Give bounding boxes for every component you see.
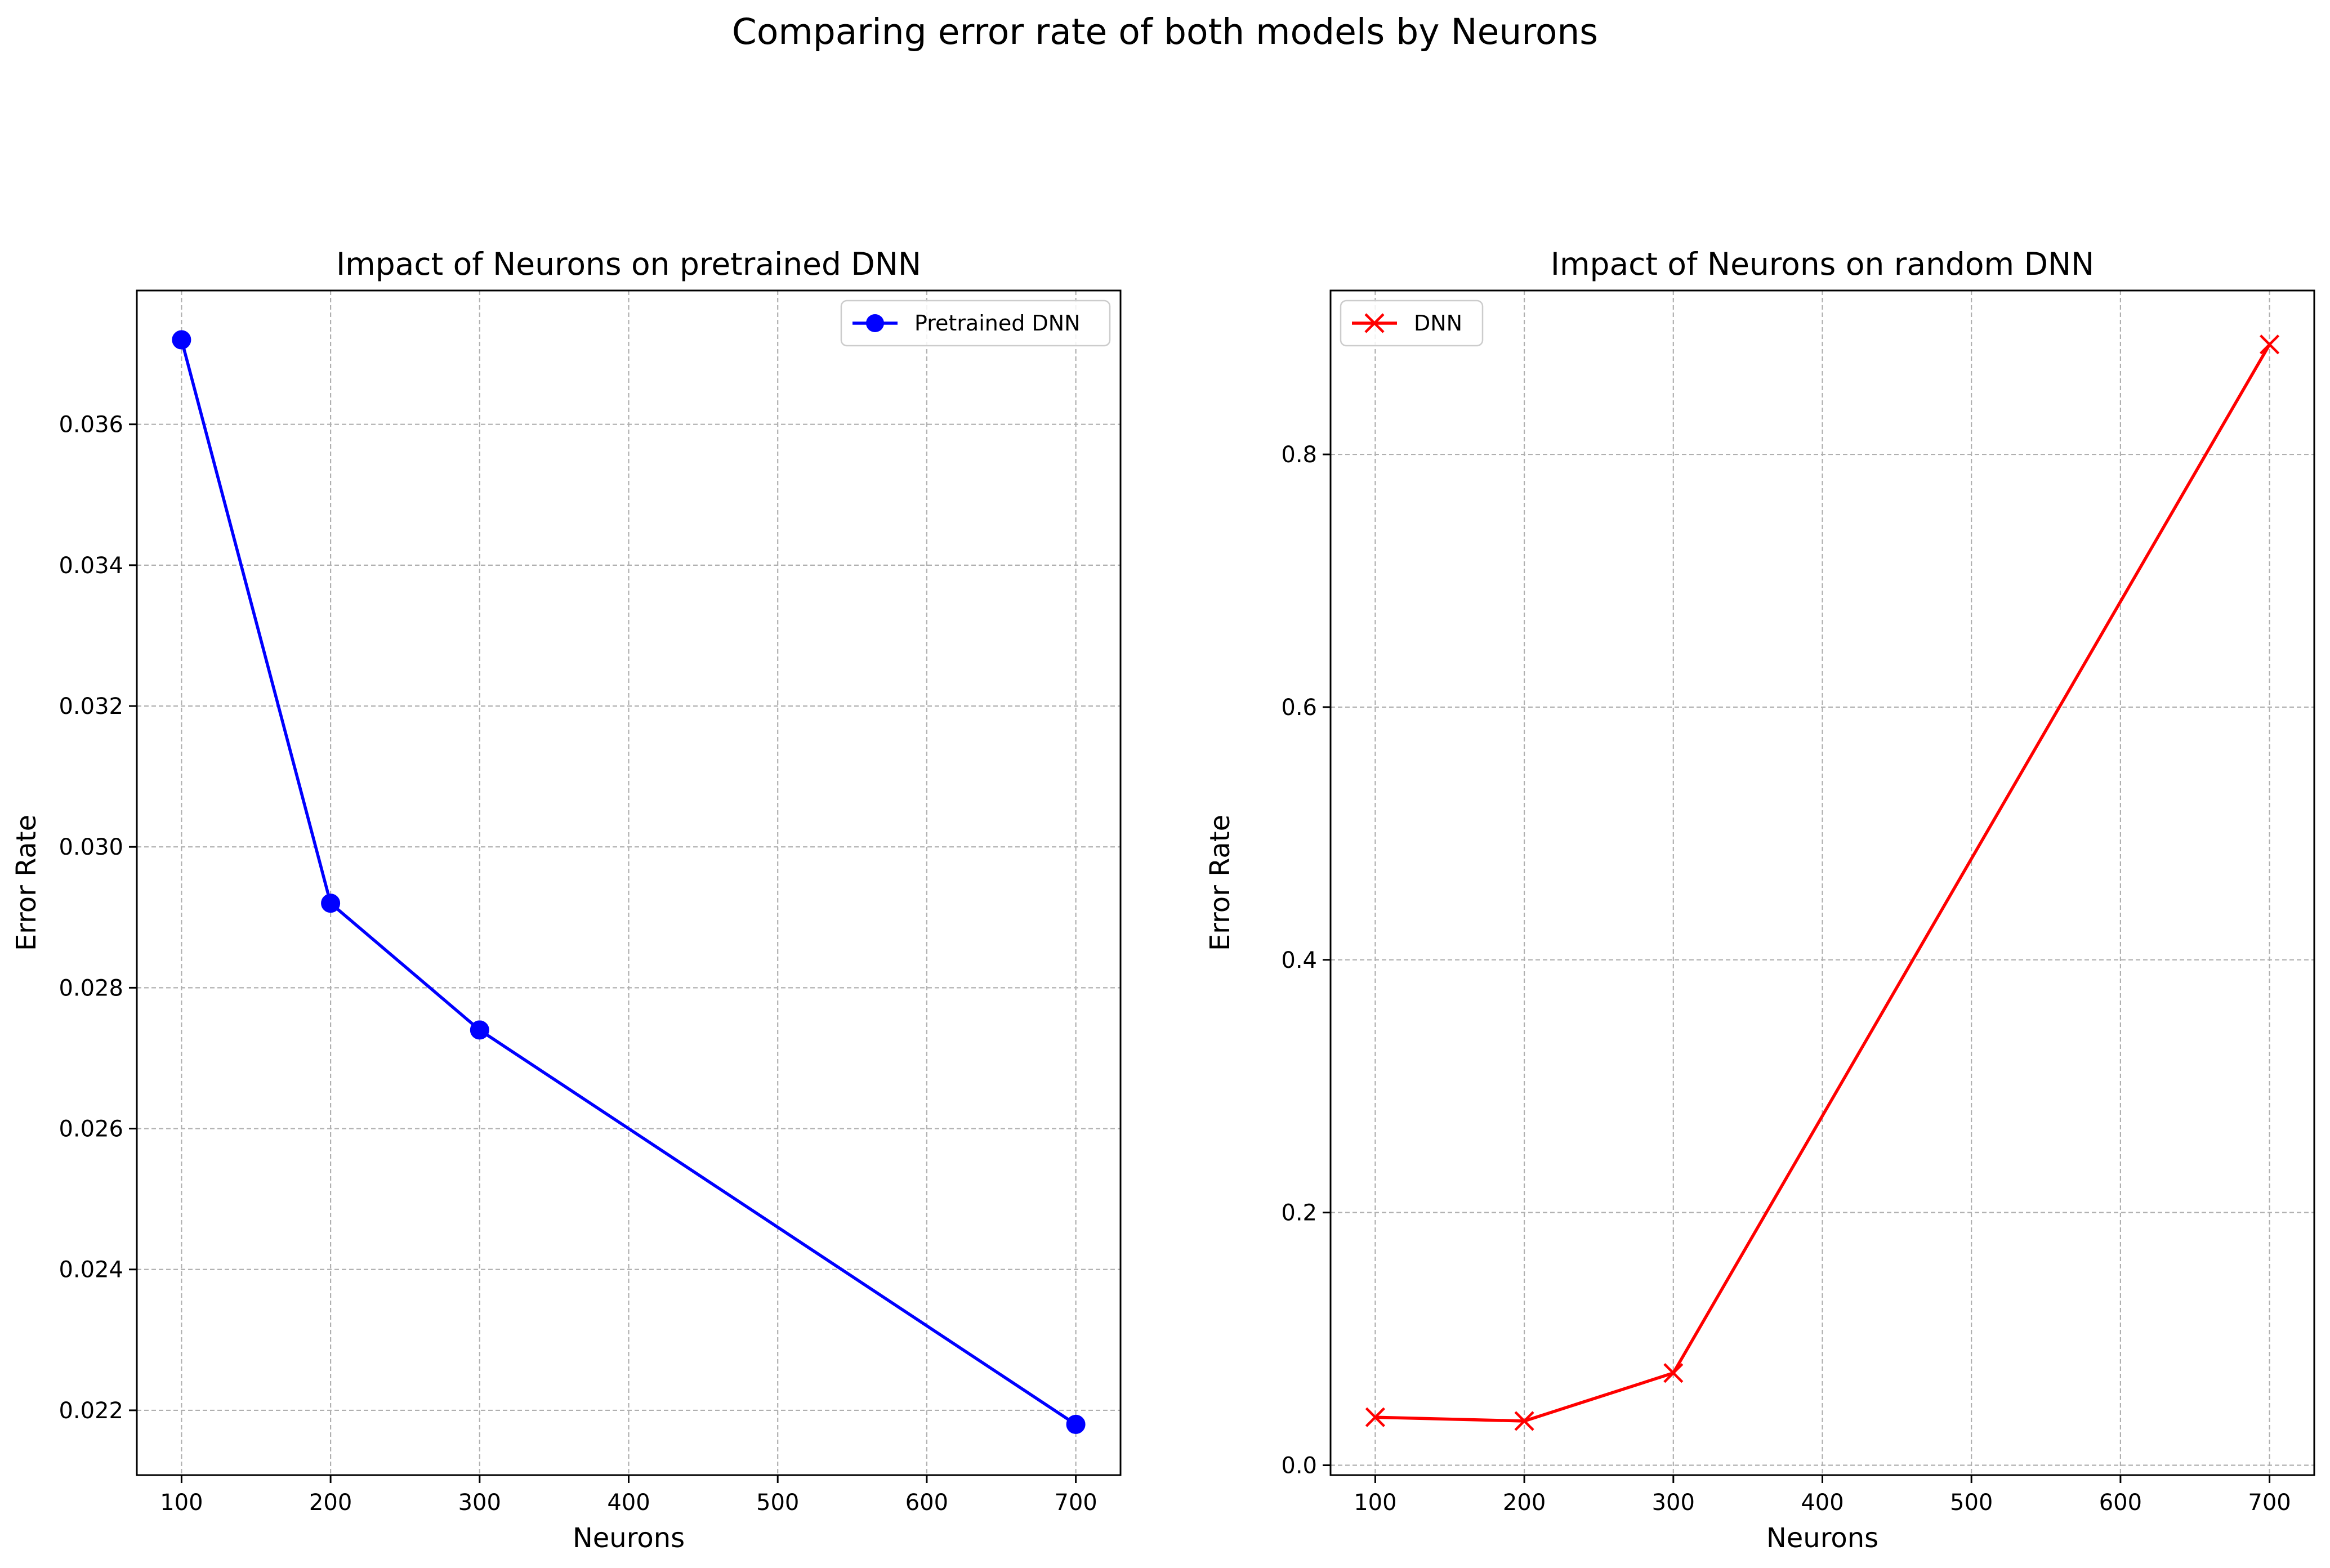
pretrained-y-tick-label-0.036: 0.036 [59,412,123,438]
random-x-axis-label: Neurons [1766,1522,1878,1554]
pretrained-y-tick-label-0.028: 0.028 [59,975,123,1001]
random-legend: DNN [1340,300,1484,347]
random-y-axis-label: Error Rate [1204,815,1236,951]
pretrained-data-point-300 [470,1020,489,1040]
pretrained-x-tick-label-500: 500 [756,1490,799,1516]
random-x-tick-label-700: 700 [2248,1490,2291,1516]
random-legend-box [1340,300,1484,347]
pretrained-x-tick-label-300: 300 [458,1490,501,1516]
random-x-tick-label-100: 100 [1354,1490,1396,1516]
random-legend-label: DNN [1414,311,1462,336]
random-y-tick-label-0.2: 0.2 [1281,1200,1317,1226]
pretrained-y-tick-label-0.026: 0.026 [59,1116,123,1142]
random-data-point-100 [1365,1407,1386,1427]
pretrained-legend-label: Pretrained DNN [914,311,1081,336]
axes-random-dnn: 100 200 300 400 500 600 700 0.0 0.2 0.4 0.6 0.8 Impa… [1204,246,2315,1554]
pretrained-y-tick-label-0.034: 0.034 [59,553,123,579]
random-y-tick-label-0.8: 0.8 [1281,442,1317,468]
random-y-tick-label-0.0: 0.0 [1281,1453,1317,1478]
random-data-point-100-stroke-b [1365,1407,1386,1427]
figure-suptitle: Comparing error rate of both models by N… [732,11,1598,52]
pretrained-data-point-700 [1066,1414,1086,1434]
pretrained-x-tick-label-700: 700 [1054,1490,1097,1516]
random-data-point-700-stroke-b [2259,334,2280,355]
random-x-tick-label-600: 600 [2099,1490,2142,1516]
random-legend-marker-stroke-b [1364,313,1385,333]
random-data-point-200-stroke-b [1514,1411,1534,1431]
pretrained-x-tick-label-400: 400 [607,1490,650,1516]
random-data-point-300-stroke-b [1663,1363,1684,1383]
random-y-tick-label-0.6: 0.6 [1281,695,1317,721]
random-x-tick-label-400: 400 [1801,1490,1844,1516]
pretrained-legend-marker [866,314,884,332]
random-data-point-700 [2259,334,2280,355]
pretrained-data-point-200 [321,894,341,913]
random-y-tick-label-0.4: 0.4 [1281,948,1317,973]
pretrained-x-tick-label-100: 100 [160,1490,203,1516]
random-data-point-200 [1514,1411,1534,1431]
pretrained-series-line [180,339,1077,1426]
random-legend-marker [1364,313,1385,333]
random-x-tick-label-200: 200 [1503,1490,1546,1516]
pretrained-y-tick-label-0.022: 0.022 [59,1398,123,1424]
random-x-tick-label-300: 300 [1652,1490,1695,1516]
random-chart-title: Impact of Neurons on random DNN [1551,246,2095,282]
pretrained-y-tick-label-0.030: 0.030 [59,834,123,860]
pretrained-legend-box [840,300,1111,347]
pretrained-y-tick-label-0.032: 0.032 [59,694,123,720]
pretrained-y-tick-label-0.024: 0.024 [59,1257,123,1283]
axes-pretrained-dnn: 100 200 300 400 500 600 700 0.022 0.024 0.026 0.02… [11,246,1122,1554]
pretrained-x-tick-label-200: 200 [309,1490,352,1516]
pretrained-data-point-100 [172,330,191,350]
pretrained-x-tick-label-600: 600 [905,1490,948,1516]
pretrained-chart-title: Impact of Neurons on pretrained DNN [336,246,921,282]
random-series-line [1375,343,2271,1423]
pretrained-x-axis-label: Neurons [573,1522,685,1554]
pretrained-legend: Pretrained DNN [840,300,1111,347]
random-data-point-300 [1663,1363,1684,1383]
pretrained-y-axis-label: Error Rate [11,815,42,951]
random-x-tick-label-500: 500 [1950,1490,1993,1516]
